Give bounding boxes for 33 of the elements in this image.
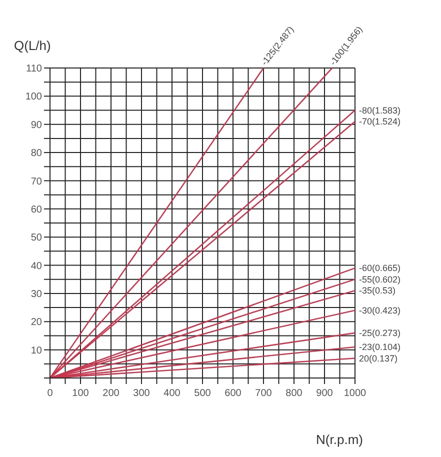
series-label: -35(0.53) xyxy=(359,286,396,296)
x-tick-label: 300 xyxy=(133,388,150,399)
y-tick-label: 80 xyxy=(30,148,42,160)
x-tick-label: 800 xyxy=(286,388,303,399)
x-tick-label: 500 xyxy=(194,388,212,399)
series-label: 20(0.137) xyxy=(359,353,398,364)
series-label: -25(0.273) xyxy=(359,328,401,338)
series-label: -30(0.423) xyxy=(359,305,401,316)
x-axis-title: N(r.p.m) xyxy=(316,432,363,447)
y-tick-label: 10 xyxy=(30,345,42,356)
y-axis-title: Q(L/h) xyxy=(14,38,51,53)
x-tick-label: 200 xyxy=(102,388,120,399)
series-label: -60(0.665) xyxy=(359,263,401,274)
y-tick-label: 60 xyxy=(30,204,42,216)
x-tick-label: 900 xyxy=(316,388,334,399)
series-label: -55(0.602) xyxy=(359,274,401,284)
y-tick-label: 100 xyxy=(25,92,42,103)
x-tick-label: 600 xyxy=(224,388,242,399)
y-tick-label: 110 xyxy=(26,64,42,75)
x-tick-label: 700 xyxy=(255,388,272,399)
series-label: -70(1.524) xyxy=(359,116,401,127)
series-label: -80(1.583) xyxy=(359,105,401,116)
x-tick-label: 100 xyxy=(72,388,90,399)
y-tick-label: 70 xyxy=(30,176,42,188)
y-tick-label: 20 xyxy=(30,317,42,328)
y-tick-label: 50 xyxy=(30,232,42,244)
x-tick-label: 400 xyxy=(164,388,181,399)
y-tick-label: 30 xyxy=(30,289,42,300)
y-tick-label: 40 xyxy=(30,260,42,272)
x-tick-label: 0 xyxy=(47,388,54,399)
series-label: -23(0.104) xyxy=(359,342,401,352)
y-tick-label: 90 xyxy=(30,120,42,131)
x-tick-label: 1000 xyxy=(344,388,367,399)
